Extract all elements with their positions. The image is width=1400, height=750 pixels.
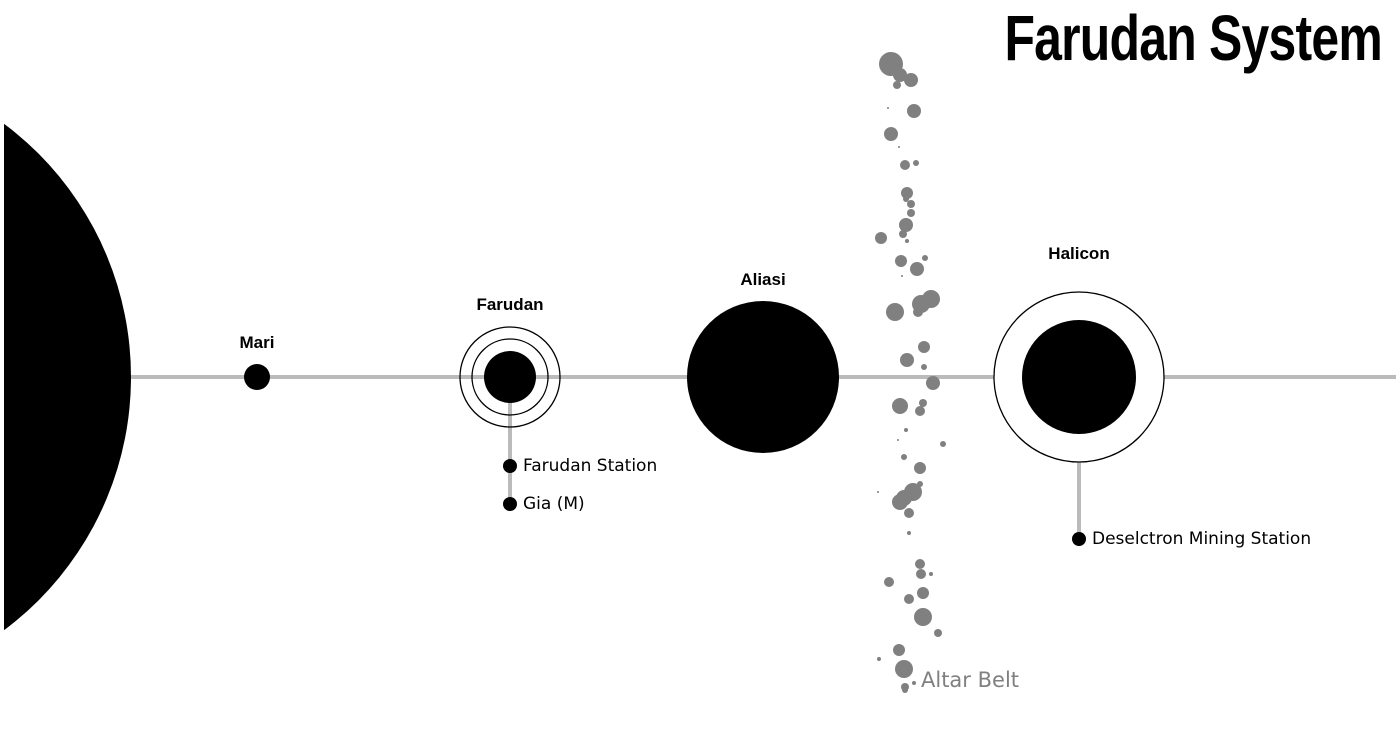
belt-label: Altar Belt <box>921 668 1019 692</box>
asteroid <box>926 376 940 390</box>
asteroid <box>903 196 909 202</box>
asteroid <box>892 398 908 414</box>
asteroid <box>893 68 907 82</box>
asteroid <box>915 559 925 569</box>
asteroid <box>900 353 914 367</box>
planet-label-halicon: Halicon <box>1048 244 1109 263</box>
planet-ring-outer-farudan <box>459 326 561 428</box>
asteroid <box>913 307 923 317</box>
planet-farudan[interactable] <box>484 351 536 403</box>
satellite-label-gia: Gia (M) <box>523 494 585 514</box>
asteroid <box>922 255 928 261</box>
asteroid <box>905 239 909 243</box>
planet-mari[interactable] <box>244 364 270 390</box>
asteroid <box>900 160 910 170</box>
star <box>0 120 131 634</box>
asteroid <box>902 687 908 693</box>
asteroid <box>901 187 913 199</box>
asteroid <box>907 531 911 535</box>
asteroid <box>910 262 924 276</box>
asteroid <box>895 660 913 678</box>
asteroid <box>901 454 907 460</box>
asteroid <box>921 364 927 370</box>
planet-ring-inner-farudan <box>471 338 549 416</box>
page-title: Farudan System <box>1004 2 1383 74</box>
planet-label-aliasi: Aliasi <box>740 270 785 289</box>
planet-halicon[interactable] <box>1022 320 1136 434</box>
asteroid <box>875 232 887 244</box>
asteroid <box>940 441 946 447</box>
asteroid <box>904 594 914 604</box>
asteroid <box>907 209 915 217</box>
asteroid <box>914 608 932 626</box>
asteroid <box>913 160 919 166</box>
asteroid <box>904 428 908 432</box>
asteroid <box>912 681 916 685</box>
asteroid <box>884 577 894 587</box>
asteroid <box>919 399 927 407</box>
asteroid <box>934 629 942 637</box>
asteroid <box>884 127 898 141</box>
asteroid <box>907 104 921 118</box>
satellite-label-farudan-station: Farudan Station <box>523 456 657 476</box>
asteroid <box>917 587 929 599</box>
satellite-label-deselctron: Deselctron Mining Station <box>1092 529 1311 549</box>
planet-label-mari: Mari <box>240 333 275 352</box>
asteroid <box>918 341 930 353</box>
asteroid <box>886 303 904 321</box>
asteroid <box>887 107 889 109</box>
asteroid <box>914 462 926 474</box>
asteroid <box>893 644 905 656</box>
asteroid <box>916 569 926 579</box>
asteroid <box>904 508 914 518</box>
asteroid <box>895 255 907 267</box>
asteroid <box>877 657 881 661</box>
asteroid <box>899 230 907 238</box>
planet-aliasi[interactable] <box>687 301 839 453</box>
asteroid <box>904 73 918 87</box>
asteroid <box>929 572 933 576</box>
asteroid <box>898 146 900 148</box>
asteroid <box>893 81 901 89</box>
planet-label-farudan: Farudan <box>476 295 543 314</box>
satellite-dot-farudan-station[interactable] <box>503 459 517 473</box>
asteroid <box>897 439 899 441</box>
asteroid <box>899 218 913 232</box>
asteroid-belt <box>875 52 946 693</box>
asteroid <box>901 275 903 277</box>
satellite-dot-deselctron[interactable] <box>1072 532 1086 546</box>
satellite-dot-gia[interactable] <box>503 497 517 511</box>
asteroid <box>915 406 925 416</box>
asteroid <box>892 494 908 510</box>
asteroid <box>907 200 915 208</box>
asteroid <box>877 491 879 493</box>
